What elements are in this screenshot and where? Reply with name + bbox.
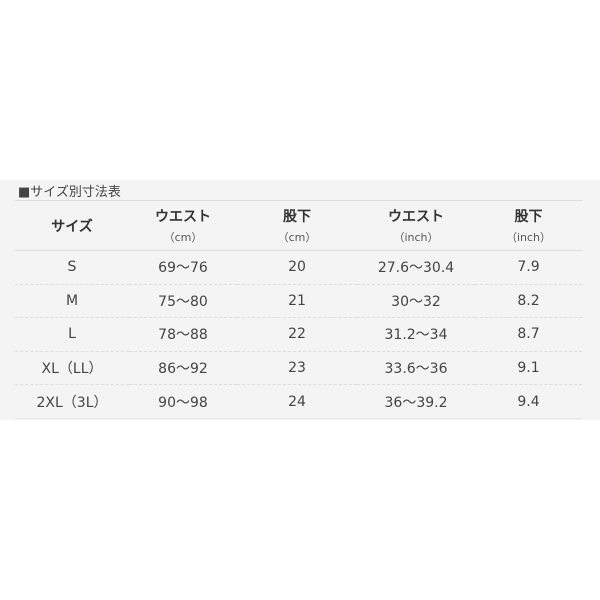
table-cell: 7.9 (517, 259, 540, 276)
table-row: 2XL（3L） 90〜98 24 36〜39.2 9.4 (15, 385, 582, 419)
table-cell: 69〜76 (158, 260, 208, 277)
table-cell: 27.6〜30.4 (377, 260, 455, 277)
table-cell: 20 (288, 259, 306, 276)
header-waist-cm: ウエスト （cm） (129, 201, 237, 251)
table-cell: 78〜88 (158, 327, 208, 344)
table-cell: 24 (288, 393, 306, 410)
header-size: サイズ (15, 201, 129, 251)
header-label: 股下 (514, 209, 543, 225)
size-chart-title: ■サイズ別寸法表 (18, 185, 121, 200)
table-cell: 9.1 (517, 360, 540, 377)
header-label: ウエスト (388, 209, 444, 225)
table-cell: S (67, 259, 77, 276)
size-chart-panel (0, 180, 600, 420)
header-unit: （cm） (163, 231, 203, 244)
table-row: XL（LL） 86〜92 23 33.6〜36 9.1 (15, 351, 582, 385)
header-inseam-inch: 股下 （inch） (475, 201, 582, 251)
table-cell: XL（LL） (41, 361, 103, 378)
header-label: ウエスト (155, 209, 211, 225)
table-cell: 23 (288, 360, 306, 377)
table-cell: 21 (288, 292, 306, 309)
table-cell: 75〜80 (158, 293, 208, 310)
header-waist-inch: ウエスト （inch） (357, 201, 475, 251)
table-cell: 36〜39.2 (384, 394, 448, 411)
header-unit: （inch） (505, 231, 552, 244)
size-table: サイズ ウエスト （cm） 股下 （cm） ウエスト （inch） 股下 （inch） … (15, 200, 582, 419)
table-row: S 69〜76 20 27.6〜30.4 7.9 (15, 251, 582, 285)
table-cell: 8.2 (517, 292, 540, 309)
table-cell: 30〜32 (391, 293, 441, 310)
table-cell: L (68, 326, 76, 343)
table-cell: 8.7 (517, 326, 540, 343)
table-cell: 86〜92 (158, 361, 208, 378)
table-cell: 22 (288, 326, 306, 343)
table-row: M 75〜80 21 30〜32 8.2 (15, 284, 582, 318)
header-label: 股下 (283, 209, 311, 225)
header-unit: （cm） (277, 231, 317, 244)
table-cell: 90〜98 (158, 394, 208, 411)
header-unit: （inch） (393, 231, 439, 244)
table-header-row: サイズ ウエスト （cm） 股下 （cm） ウエスト （inch） 股下 （inch） (15, 200, 582, 251)
table-cell: 31.2〜34 (384, 327, 448, 344)
table-cell: M (65, 292, 79, 309)
header-label: サイズ (51, 218, 93, 235)
table-cell: 2XL（3L） (36, 394, 108, 411)
table-cell: 9.4 (517, 393, 540, 410)
table-cell: 33.6〜36 (384, 361, 448, 378)
header-inseam-cm: 股下 （cm） (237, 201, 357, 251)
table-row: L 78〜88 22 31.2〜34 8.7 (15, 318, 582, 352)
